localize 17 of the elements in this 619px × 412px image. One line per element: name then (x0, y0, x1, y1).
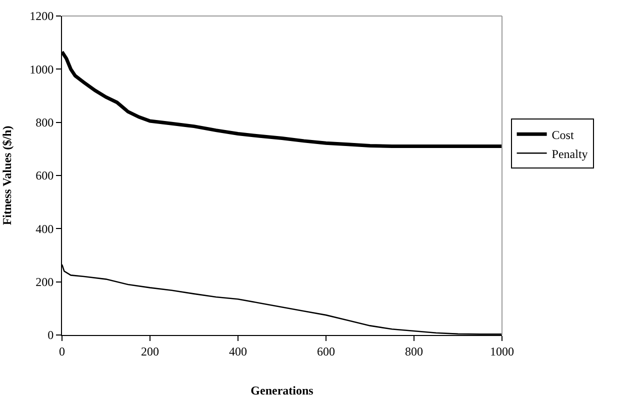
x-tick-label: 200 (141, 344, 159, 358)
y-tick-label: 1200 (30, 9, 54, 24)
x-tick-label: 400 (229, 344, 247, 358)
y-tick-label: 200 (36, 275, 54, 290)
y-axis-title: Fitness Values ($/h) (0, 126, 14, 226)
x-tick-label: 800 (405, 344, 423, 358)
x-tick-label: 600 (317, 344, 335, 358)
y-tick-label: 600 (36, 168, 54, 183)
y-tick-label: 800 (36, 116, 54, 130)
legend-label: Cost (552, 128, 574, 142)
legend-label: Penalty (552, 146, 588, 161)
y-tick-label: 0 (48, 328, 54, 342)
x-tick-label: 1000 (490, 344, 514, 358)
y-tick-label: 1000 (30, 62, 54, 76)
y-tick-label: 400 (36, 222, 54, 236)
x-tick-label: 0 (59, 344, 65, 358)
x-axis-title: Generations (250, 383, 314, 398)
